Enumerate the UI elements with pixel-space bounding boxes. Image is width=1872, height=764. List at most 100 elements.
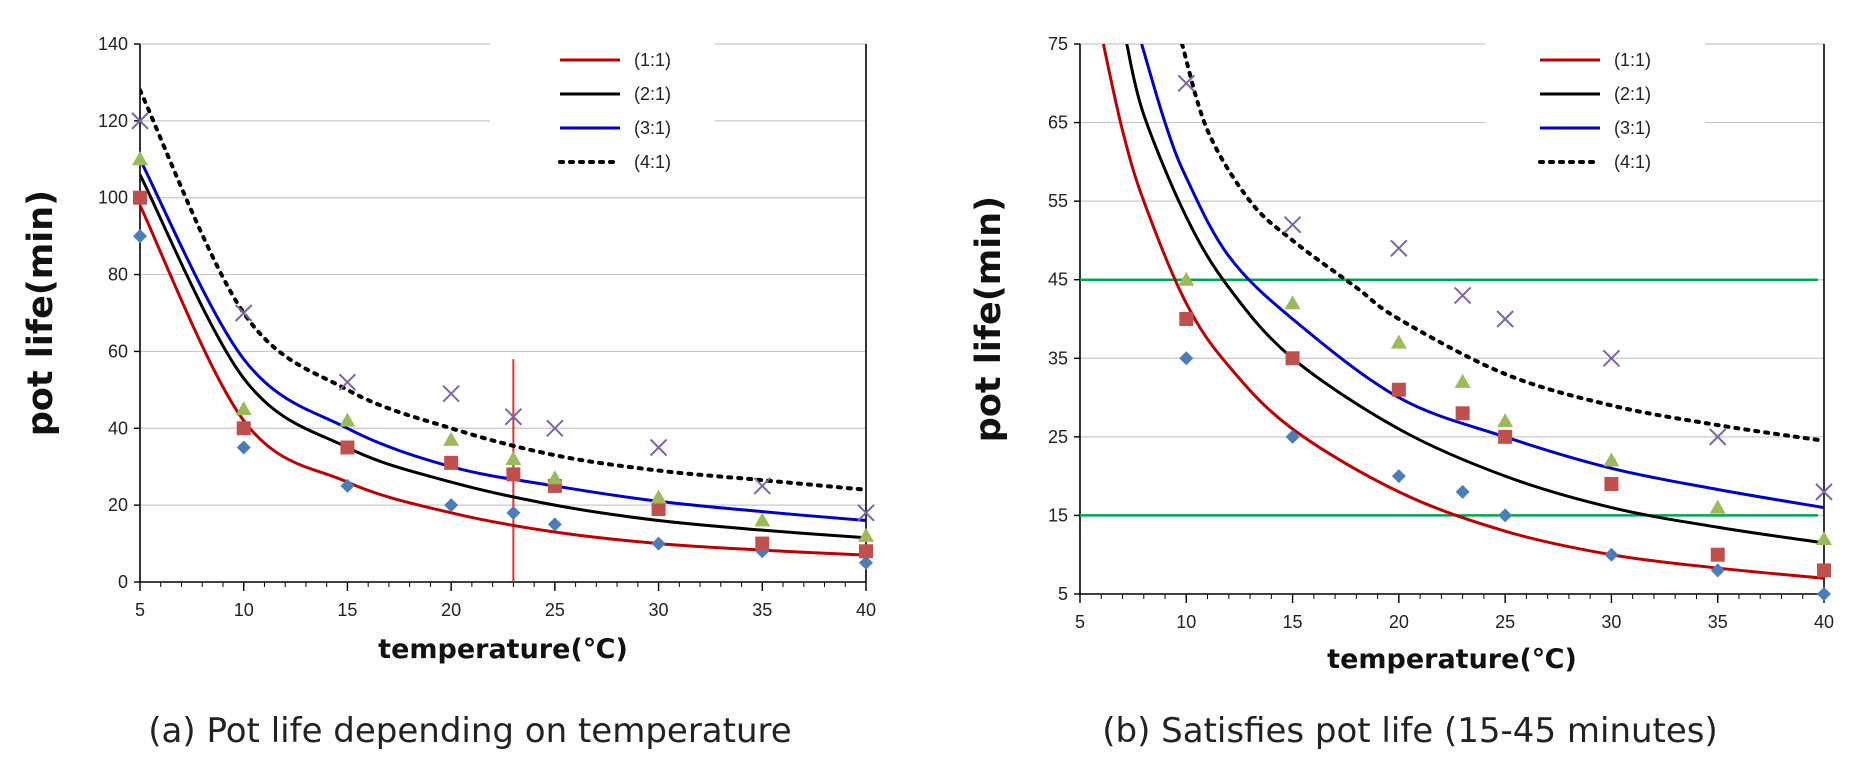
x-tick-label: 30 xyxy=(1601,612,1621,632)
data-point xyxy=(859,555,873,570)
data-point xyxy=(1285,351,1300,366)
x-tick-label: 10 xyxy=(1176,612,1196,632)
data-point xyxy=(858,527,874,542)
data-point xyxy=(132,151,148,166)
legend-label: (3:1) xyxy=(634,118,671,138)
data-point xyxy=(235,401,252,416)
legend-label: (1:1) xyxy=(634,50,671,70)
data-point xyxy=(442,384,460,403)
data-point xyxy=(1815,483,1833,501)
y-tick-label: 5 xyxy=(1058,584,1068,604)
data-point xyxy=(1455,484,1470,499)
data-point xyxy=(1285,429,1300,444)
y-tick-label: 45 xyxy=(1048,270,1068,290)
fit-curve xyxy=(140,88,866,492)
fit-curve xyxy=(140,158,866,523)
chart-b: 5 15 25 35 45 55 65 75 5 10 15 20 25 30 35 40 temperatur… xyxy=(969,34,1834,675)
data-point xyxy=(1283,216,1302,234)
plot-area xyxy=(140,88,866,582)
chart-a: 0 20 40 60 80 100 120 140 5 10 15 20 25 30 35 40 tempera… xyxy=(21,34,876,665)
data-point xyxy=(1497,413,1514,428)
legend: (1:1) (2:1) (3:1) (4:1) xyxy=(558,50,671,172)
x-tick-label: 35 xyxy=(1708,612,1728,632)
x-tick-label: 35 xyxy=(752,600,772,620)
legend-label: (4:1) xyxy=(634,152,671,172)
data-point xyxy=(546,470,563,485)
caption-b: (b) Satisfies pot life (15-45 minutes) xyxy=(1102,711,1718,751)
data-point xyxy=(753,477,771,495)
data-point xyxy=(131,112,149,130)
data-point xyxy=(650,489,667,504)
y-tick-label: 120 xyxy=(98,111,128,131)
data-point xyxy=(1816,531,1832,545)
x-tick-label: 20 xyxy=(441,600,461,620)
legend-label: (2:1) xyxy=(1614,84,1651,104)
fit-curve xyxy=(140,204,866,557)
fit-curve xyxy=(140,173,866,540)
data-point xyxy=(133,190,147,205)
data-point xyxy=(1498,508,1513,523)
x-tick-label: 15 xyxy=(1283,612,1303,632)
data-point xyxy=(754,512,771,527)
data-point xyxy=(547,517,562,532)
x-tick-label: 10 xyxy=(234,600,254,620)
data-point xyxy=(859,544,873,559)
data-point xyxy=(1709,499,1726,514)
y-tick-label: 20 xyxy=(108,495,128,515)
data-point xyxy=(1604,547,1619,562)
data-point xyxy=(506,505,521,520)
data-point xyxy=(1391,382,1406,397)
x-tick-label: 40 xyxy=(856,600,876,620)
data-point xyxy=(1284,295,1301,310)
data-point xyxy=(1390,334,1407,349)
data-point xyxy=(505,451,522,466)
x-tick-label: 25 xyxy=(1495,612,1515,632)
y-tick-label: 35 xyxy=(1048,348,1068,368)
y-tick-label: 15 xyxy=(1048,505,1068,525)
data-point xyxy=(649,438,668,457)
x-axis-label: temperature(℃) xyxy=(378,634,628,665)
y-tick-label: 140 xyxy=(98,34,128,54)
y-tick-label: 40 xyxy=(108,418,128,438)
legend: (1:1) (2:1) (3:1) (4:1) xyxy=(1538,50,1651,172)
data-point xyxy=(1817,563,1831,578)
data-point xyxy=(1391,469,1406,484)
data-point xyxy=(236,421,251,436)
data-point xyxy=(1710,563,1725,578)
x-tick-label: 20 xyxy=(1389,612,1409,632)
x-tick-label: 30 xyxy=(649,600,669,620)
y-tick-label: 65 xyxy=(1048,113,1068,133)
legend-label: (3:1) xyxy=(1614,118,1651,138)
legend-label: (2:1) xyxy=(634,84,671,104)
data-point xyxy=(235,304,253,322)
y-tick-label: 100 xyxy=(98,188,128,208)
data-point xyxy=(857,504,875,522)
fit-curve xyxy=(1180,44,1824,443)
data-point xyxy=(1178,271,1195,286)
x-axis-label: temperature(℃) xyxy=(1327,644,1577,675)
y-tick-label: 75 xyxy=(1048,34,1068,54)
y-tick-label: 60 xyxy=(108,341,128,361)
data-point xyxy=(1455,406,1470,421)
data-point xyxy=(1603,452,1620,467)
data-point xyxy=(1604,477,1619,491)
data-point xyxy=(755,536,770,551)
data-point xyxy=(1709,428,1727,446)
data-point xyxy=(1817,587,1831,601)
legend-label: (1:1) xyxy=(1614,50,1651,70)
data-point xyxy=(504,408,523,426)
fit-curve xyxy=(1125,44,1824,545)
data-point xyxy=(1498,429,1513,444)
data-point xyxy=(651,501,666,516)
x-tick-label: 5 xyxy=(1075,612,1085,632)
y-tick-label: 0 xyxy=(118,572,128,592)
x-tick-label: 40 xyxy=(1814,612,1834,632)
x-tick-label: 15 xyxy=(337,600,357,620)
data-point xyxy=(506,467,521,482)
data-point xyxy=(546,419,564,437)
data-point xyxy=(133,229,147,244)
data-point xyxy=(1390,239,1408,257)
data-point xyxy=(1453,286,1472,305)
data-point xyxy=(339,412,356,427)
